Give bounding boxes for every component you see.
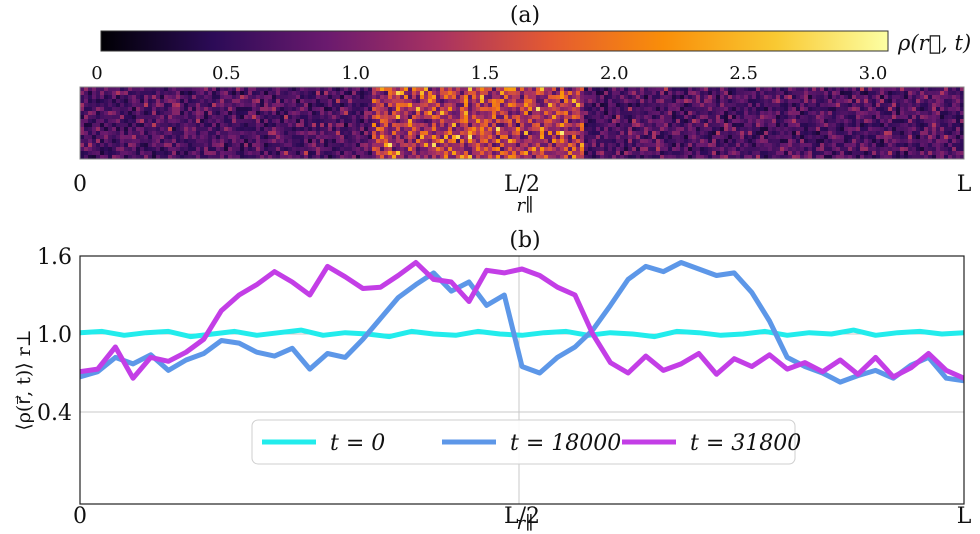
legend: t = 0 t = 18000 t = 31800: [251, 419, 801, 465]
plot-lines: [80, 260, 964, 385]
colorbar-tick-label: 0: [91, 63, 102, 84]
panel-b-x-ticks: 0 L/2 L: [73, 504, 972, 529]
density-heatmap: [80, 87, 964, 159]
panel-a-x-ticks: 0 L/2 L: [73, 172, 972, 197]
panel-b-x-tick-label: L: [957, 504, 972, 529]
legend-entry: t = 31800: [690, 431, 801, 456]
legend-box: [251, 419, 796, 465]
panel-a-label: (a): [510, 3, 540, 28]
panel-a-x-tick-label: L: [957, 172, 972, 197]
legend-entry: t = 18000: [510, 431, 621, 456]
legend-entry: t = 0: [330, 431, 385, 456]
plot-frame: [79, 255, 965, 505]
colorbar-tick-label: 2.0: [600, 63, 629, 84]
panel-a-x-tick-label: 0: [73, 172, 87, 197]
panel-b-y-tick-label: 0.4: [37, 401, 72, 426]
panel-b-x-tick-label: 0: [73, 504, 87, 529]
colorbar-tick-label: 1.5: [471, 63, 500, 84]
colorbar-label: ρ(r⃗, t): [897, 31, 971, 55]
panel-b-y-tick-label: 1.6: [37, 245, 72, 270]
panel-a-xlabel: r∥: [517, 195, 534, 216]
panel-b-ylabel: ⟨ρ(r⃗, t)⟩ r⊥: [13, 329, 35, 430]
panel-a-x-tick-label: L/2: [504, 172, 540, 197]
colorbar: [100, 30, 889, 52]
heatmap-frame: [79, 86, 965, 160]
panel-b-label: (b): [509, 228, 540, 253]
colorbar-tick-label: 1.0: [341, 63, 370, 84]
panel-b-x-tick-label: L/2: [504, 504, 540, 529]
panel-b-y-ticks: 0.4 1.0 1.6: [37, 245, 72, 426]
series-line-0: [80, 327, 964, 340]
colorbar-tick-label: 3.0: [859, 63, 888, 84]
panel-b-xlabel: r∥: [517, 513, 534, 534]
series-line-2: [80, 260, 964, 381]
panel-b-y-tick-label: 1.0: [37, 323, 72, 348]
colorbar-tick-label: 2.5: [729, 63, 758, 84]
colorbar-tick-label: 0.5: [212, 63, 241, 84]
colorbar-ticks: 0 0.5 1.0 1.5 2.0 2.5 3.0: [91, 63, 887, 84]
